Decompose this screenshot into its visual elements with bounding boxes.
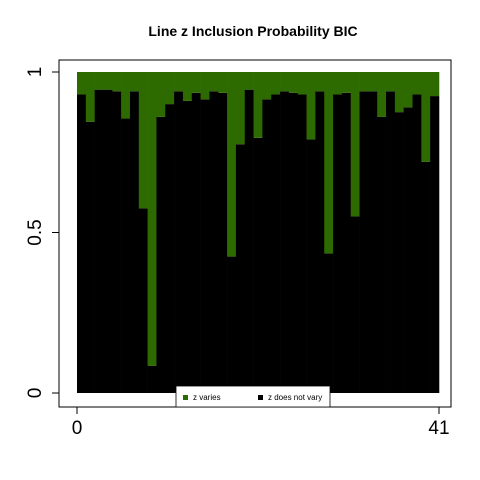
bar-z-does-not-vary-37 bbox=[394, 112, 404, 394]
bar-z-varies-11 bbox=[165, 72, 175, 105]
bar-z-varies-30 bbox=[333, 72, 343, 95]
bar-z-does-not-vary-9 bbox=[147, 365, 157, 393]
bar-z-varies-39 bbox=[412, 72, 422, 95]
bar-z-varies-6 bbox=[121, 72, 131, 119]
bar-z-does-not-vary-41 bbox=[430, 96, 440, 393]
bar-z-does-not-vary-24 bbox=[280, 91, 290, 393]
bar-z-does-not-vary-20 bbox=[244, 89, 254, 393]
bar-z-does-not-vary-17 bbox=[218, 92, 228, 394]
bar-z-does-not-vary-14 bbox=[191, 92, 201, 394]
bar-z-does-not-vary-28 bbox=[315, 91, 325, 393]
bar-z-varies-1 bbox=[77, 72, 87, 95]
bar-z-does-not-vary-1 bbox=[77, 94, 87, 393]
bar-z-does-not-vary-11 bbox=[165, 104, 175, 393]
bar-z-does-not-vary-13 bbox=[182, 100, 193, 393]
bar-z-does-not-vary-23 bbox=[271, 94, 281, 393]
bar-z-does-not-vary-6 bbox=[121, 118, 131, 394]
bar-z-varies-31 bbox=[341, 72, 352, 93]
bars-group bbox=[77, 72, 440, 394]
bar-z-varies-20 bbox=[244, 72, 254, 90]
chart-title: Line z Inclusion Probability BIC bbox=[148, 23, 357, 39]
bar-z-varies-9 bbox=[147, 72, 157, 366]
bar-z-varies-7 bbox=[129, 72, 140, 92]
legend-box bbox=[175, 385, 331, 408]
bar-z-does-not-vary-2 bbox=[85, 121, 95, 393]
bar-z-varies-24 bbox=[280, 72, 290, 92]
bar-z-varies-15 bbox=[200, 72, 210, 100]
bar-z-varies-26 bbox=[297, 72, 307, 95]
bar-z-varies-14 bbox=[191, 72, 201, 93]
bar-z-varies-33 bbox=[359, 72, 369, 92]
x-tick-label-41: 41 bbox=[428, 418, 449, 439]
bar-z-varies-5 bbox=[112, 72, 122, 92]
bar-z-varies-37 bbox=[394, 72, 404, 113]
bar-z-varies-12 bbox=[174, 72, 184, 92]
bar-z-varies-41 bbox=[430, 72, 440, 97]
bar-z-varies-4 bbox=[103, 72, 113, 90]
bar-z-varies-29 bbox=[324, 72, 334, 254]
y-tick-label-0: 0 bbox=[25, 388, 46, 399]
bar-z-varies-2 bbox=[85, 72, 95, 122]
bar-z-varies-8 bbox=[138, 72, 148, 209]
bar-z-varies-27 bbox=[306, 72, 316, 140]
bar-z-does-not-vary-32 bbox=[350, 216, 360, 393]
bar-z-does-not-vary-26 bbox=[297, 94, 307, 393]
bar-z-does-not-vary-40 bbox=[421, 161, 431, 393]
bar-z-varies-22 bbox=[262, 72, 272, 100]
bar-z-does-not-vary-18 bbox=[227, 256, 237, 393]
bar-z-does-not-vary-35 bbox=[377, 116, 387, 393]
bar-z-does-not-vary-38 bbox=[403, 107, 413, 393]
bar-z-varies-18 bbox=[227, 72, 237, 257]
bar-z-varies-38 bbox=[403, 72, 413, 108]
legend-swatch-z-does-not-vary bbox=[258, 395, 263, 400]
bar-z-varies-28 bbox=[315, 72, 325, 92]
bar-z-does-not-vary-7 bbox=[129, 91, 140, 393]
bar-z-does-not-vary-19 bbox=[235, 144, 246, 393]
bar-z-does-not-vary-29 bbox=[324, 253, 334, 393]
bar-z-does-not-vary-15 bbox=[200, 99, 210, 393]
bar-z-does-not-vary-21 bbox=[253, 137, 263, 393]
x-tick-label-0: 0 bbox=[72, 418, 83, 439]
bar-z-varies-23 bbox=[271, 72, 281, 95]
bar-z-varies-25 bbox=[288, 72, 299, 93]
bar-z-varies-36 bbox=[386, 72, 396, 92]
bar-z-does-not-vary-31 bbox=[341, 92, 352, 394]
bar-z-does-not-vary-5 bbox=[112, 91, 122, 393]
legend-label-z-varies: z varies bbox=[193, 393, 221, 402]
bar-z-does-not-vary-3 bbox=[94, 89, 104, 393]
bar-z-varies-3 bbox=[94, 72, 104, 90]
bar-z-does-not-vary-8 bbox=[138, 208, 148, 393]
bar-z-varies-32 bbox=[350, 72, 360, 217]
legend-label-z-does-not-vary: z does not vary bbox=[268, 393, 322, 402]
bar-z-does-not-vary-36 bbox=[386, 91, 396, 393]
bar-z-does-not-vary-34 bbox=[368, 91, 378, 393]
bar-z-varies-13 bbox=[182, 72, 193, 101]
bar-z-does-not-vary-27 bbox=[306, 139, 316, 393]
bar-z-varies-10 bbox=[156, 72, 166, 117]
x-axis: 0 41 bbox=[72, 406, 450, 439]
legend-swatch-z-varies bbox=[183, 395, 188, 400]
bar-z-does-not-vary-33 bbox=[359, 91, 369, 393]
bar-z-does-not-vary-10 bbox=[156, 116, 166, 393]
bar-z-varies-40 bbox=[421, 72, 431, 162]
bar-z-does-not-vary-39 bbox=[412, 94, 422, 393]
bar-z-varies-21 bbox=[253, 72, 263, 138]
bar-z-does-not-vary-30 bbox=[333, 94, 343, 393]
bar-z-varies-35 bbox=[377, 72, 387, 117]
y-tick-label-0.5: 0.5 bbox=[25, 219, 46, 245]
bar-z-varies-17 bbox=[218, 72, 228, 93]
bar-z-does-not-vary-4 bbox=[103, 89, 113, 393]
bar-z-does-not-vary-22 bbox=[262, 99, 272, 393]
y-tick-label-1: 1 bbox=[25, 67, 46, 78]
bar-z-does-not-vary-16 bbox=[209, 91, 219, 393]
bar-z-varies-16 bbox=[209, 72, 219, 92]
y-axis: 00.51 bbox=[25, 67, 60, 399]
bar-z-does-not-vary-25 bbox=[288, 92, 299, 394]
bar-z-varies-19 bbox=[235, 72, 246, 145]
bar-z-does-not-vary-12 bbox=[174, 91, 184, 393]
legend: z varies z does not vary bbox=[175, 385, 331, 408]
bar-z-varies-34 bbox=[368, 72, 378, 92]
